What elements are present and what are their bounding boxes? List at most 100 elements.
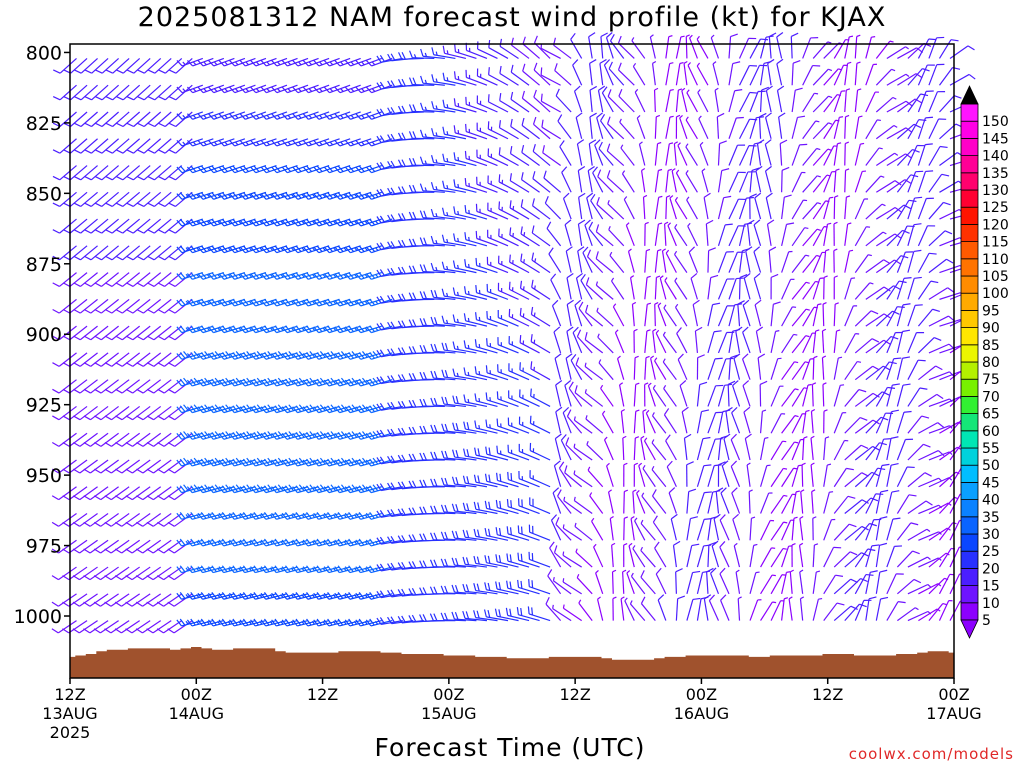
wind-barb	[833, 495, 856, 514]
wind-barb	[292, 404, 319, 414]
wind-barb	[907, 170, 924, 193]
wind-barb	[896, 199, 917, 220]
colorbar-label: 75	[982, 372, 1000, 388]
colorbar-label: 50	[982, 458, 1000, 474]
wind-barb	[686, 570, 701, 594]
wind-barb	[618, 88, 635, 113]
wind-barb	[642, 408, 647, 434]
wind-barb	[692, 299, 700, 327]
wind-barb	[907, 415, 930, 434]
wind-barb	[441, 315, 466, 327]
wind-barb	[376, 563, 403, 572]
colorbar-label: 120	[982, 217, 1009, 233]
wind-barb	[292, 298, 319, 307]
wind-barb	[431, 128, 456, 140]
wind-barb	[136, 245, 162, 261]
wind-barb	[667, 222, 677, 247]
wind-barb	[791, 542, 796, 568]
wind-barb	[229, 57, 256, 67]
wind-barb	[833, 551, 858, 568]
wind-barb	[136, 272, 162, 287]
wind-barb	[218, 218, 246, 227]
wind-barb	[754, 192, 762, 220]
wind-barb	[147, 245, 172, 261]
wind-barb	[555, 517, 572, 541]
wind-barb	[197, 218, 225, 227]
wind-barb	[176, 351, 203, 360]
wind-barb	[72, 539, 98, 554]
wind-barb	[756, 139, 765, 166]
wind-barb	[176, 377, 203, 387]
wind-barb	[609, 516, 614, 541]
colorbar-swatch	[960, 550, 979, 569]
wind-barb	[419, 344, 445, 354]
wind-barb	[728, 354, 738, 380]
wind-barb	[408, 131, 435, 140]
wind-barb	[781, 194, 792, 220]
wind-barb	[260, 377, 288, 387]
wind-barb	[419, 318, 445, 327]
y-tick-label: 850	[26, 183, 62, 205]
x-tick-label: 00Z	[686, 685, 717, 704]
wind-barb	[654, 302, 659, 327]
wind-barb	[197, 245, 225, 254]
wind-barb	[875, 124, 898, 140]
wind-barb	[765, 192, 773, 220]
colorbar-swatch	[960, 137, 979, 156]
wind-barb	[116, 58, 141, 74]
wind-barb	[917, 143, 933, 166]
wind-barb	[452, 422, 477, 434]
wind-barb	[685, 143, 698, 166]
wind-barb	[738, 196, 754, 220]
wind-barb	[126, 84, 151, 101]
wind-barb	[749, 38, 769, 59]
wind-barb	[506, 580, 530, 595]
chart-title: 2025081312 NAM forecast wind profile (kt…	[137, 2, 887, 33]
wind-barb	[755, 326, 764, 354]
x-tick-date: 14AUG	[169, 704, 224, 723]
wind-barb	[419, 210, 445, 220]
wind-barb	[323, 377, 351, 387]
wind-barb	[239, 84, 267, 94]
wind-barb	[408, 265, 435, 274]
wind-barb	[710, 567, 720, 595]
wind-barb	[823, 518, 836, 541]
wind-barb	[250, 351, 277, 360]
wind-barb	[632, 62, 646, 86]
wind-barb	[791, 254, 810, 273]
wind-barb	[507, 417, 530, 434]
wind-barb	[176, 245, 203, 254]
wind-barb	[753, 246, 762, 273]
wind-barb	[776, 32, 784, 59]
wind-barb	[721, 460, 730, 487]
wind-barb	[748, 489, 753, 514]
wind-barb	[52, 245, 77, 261]
wind-barb	[157, 245, 183, 261]
wind-barb	[728, 303, 743, 327]
wind-barb	[135, 593, 162, 607]
wind-barb	[115, 486, 141, 501]
wind-barb	[655, 329, 667, 354]
wind-barb	[728, 171, 746, 193]
wind-barb	[907, 359, 926, 380]
wind-barb	[811, 382, 817, 407]
wind-barb	[115, 218, 141, 234]
wind-barb	[844, 499, 869, 514]
wind-barb	[603, 436, 614, 461]
wind-barb	[564, 219, 572, 247]
wind-barb	[907, 304, 923, 327]
wind-barb	[271, 84, 298, 94]
wind-barb	[431, 74, 456, 86]
wind-barb	[681, 87, 688, 113]
wind-barb	[698, 115, 709, 140]
wind-barb	[510, 91, 530, 113]
wind-barb	[476, 68, 498, 86]
wind-barb	[886, 127, 913, 140]
wind-barb	[531, 225, 551, 247]
wind-barb	[104, 325, 130, 341]
wind-barb	[228, 538, 256, 547]
wind-barb	[844, 35, 854, 59]
wind-barb	[728, 198, 747, 220]
wind-barb	[629, 600, 646, 621]
wind-barb	[907, 144, 925, 166]
